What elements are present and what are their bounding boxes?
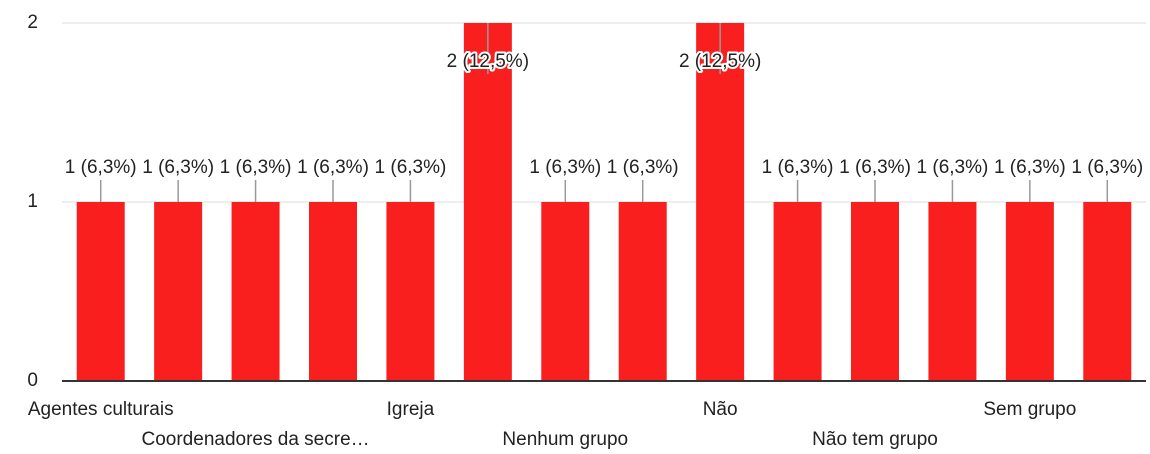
value-label: 1 (6,3%)	[1071, 157, 1143, 178]
bar	[386, 202, 435, 381]
bar	[1005, 202, 1054, 381]
value-label: 1 (6,3%)	[375, 157, 447, 178]
bar	[541, 202, 590, 381]
value-label: 1 (6,3%)	[839, 157, 911, 178]
bar	[851, 202, 899, 381]
x-tick-label: Coordenadores da secre…	[142, 429, 370, 450]
bar	[76, 202, 125, 381]
x-tick-label: Não tem grupo	[812, 429, 938, 450]
value-label: 2 (12,5%)	[679, 51, 761, 72]
bar	[1083, 202, 1132, 381]
value-label: 1 (6,3%)	[65, 157, 137, 178]
bar	[231, 202, 280, 381]
value-label: 1 (6,3%)	[917, 157, 989, 178]
x-tick-label: Nenhum grupo	[502, 429, 628, 450]
value-label: 1 (6,3%)	[529, 157, 601, 178]
x-tick-label: Igreja	[387, 399, 435, 420]
value-label: 1 (6,3%)	[762, 157, 834, 178]
value-label: 1 (6,3%)	[607, 157, 679, 178]
bar	[618, 202, 667, 381]
value-label: 1 (6,3%)	[994, 157, 1066, 178]
bar	[463, 23, 512, 381]
value-label: 1 (6,3%)	[142, 157, 214, 178]
value-label: 2 (12,5%)	[447, 51, 529, 72]
y-tick-label: 0	[27, 370, 38, 391]
bar	[696, 23, 745, 381]
x-tick-label: Sem grupo	[983, 399, 1076, 420]
y-tick-label: 2	[27, 12, 38, 33]
value-label: 1 (6,3%)	[297, 157, 369, 178]
bar	[773, 202, 822, 381]
bar	[154, 202, 203, 381]
x-tick-label: Agentes culturais	[28, 399, 174, 420]
bar	[928, 202, 977, 381]
y-tick-label: 1	[27, 191, 38, 212]
value-label: 1 (6,3%)	[220, 157, 292, 178]
bar	[309, 202, 357, 381]
x-tick-label: Não	[703, 399, 738, 420]
